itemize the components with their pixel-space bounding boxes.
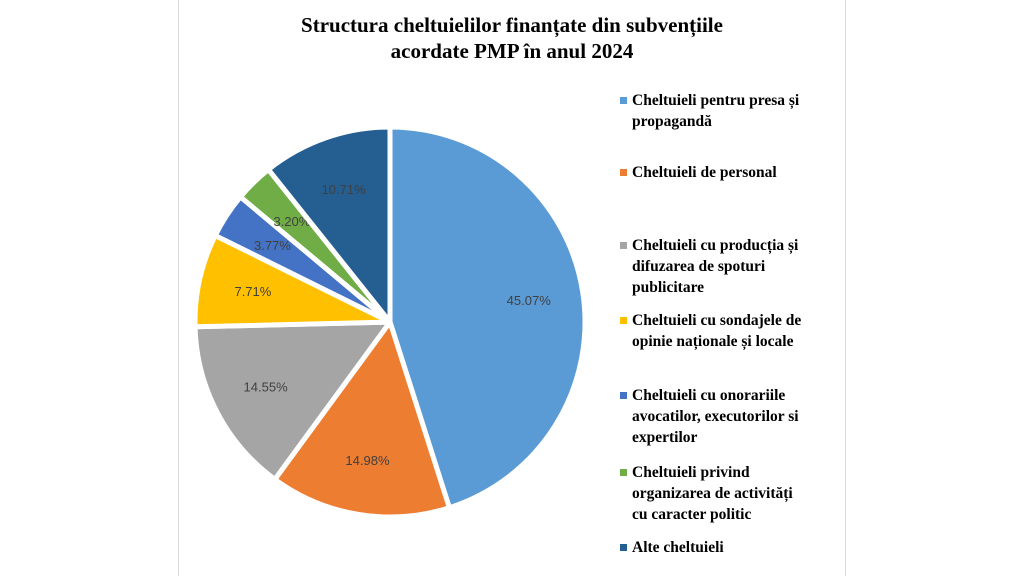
legend-label: Alte cheltuieli bbox=[632, 539, 724, 556]
legend-item-cheltuieli-cu-onorariile-avocatilor-executorilor-si-expertilor: Cheltuieli cu onorariile avocatilor, exec… bbox=[620, 385, 842, 448]
legend-swatch bbox=[620, 392, 627, 399]
legend-item-cheltuieli-cu-productia-si-difuzarea-de-spoturi-publicitare: Cheltuieli cu producția și difuzarea de s… bbox=[620, 235, 842, 298]
pie-slice-cheltuieli-de-personal bbox=[272, 319, 452, 520]
legend-label: Cheltuieli privind organizarea de activit… bbox=[632, 464, 793, 523]
legend-item-cheltuieli-privind-organizarea-de-activitati-cu-caracter-politic: Cheltuieli privind organizarea de activit… bbox=[620, 462, 842, 525]
legend-item-cheltuieli-de-personal: Cheltuieli de personal bbox=[620, 162, 842, 183]
chart-title-line-2: acordate PMP în anul 2024 bbox=[390, 39, 634, 63]
data-label-alte-cheltuieli: 10.71% bbox=[322, 182, 367, 197]
pie-slice-alte-cheltuieli bbox=[265, 124, 393, 325]
pie-slice-cheltuieli-cu-productia-si-difuzarea-de-spoturi-publicitare bbox=[192, 319, 393, 482]
data-label-cheltuieli-cu-sondajele-de-opinie-nationale-si-locale: 7.71% bbox=[234, 284, 271, 299]
data-label-cheltuieli-cu-productia-si-difuzarea-de-spoturi-publicitare: 14.55% bbox=[244, 380, 289, 395]
legend-item-alte-cheltuieli: Alte cheltuieli bbox=[620, 537, 842, 558]
chart-title-line-1: Structura cheltuielilor finanțate din su… bbox=[301, 13, 723, 37]
pie-chart: 45.07% 14.98% 14.55% 7.71% 3.77% 3.20% 10.71% bbox=[192, 124, 588, 520]
legend-swatch bbox=[620, 169, 627, 176]
legend-swatch bbox=[620, 469, 627, 476]
legend-label: Cheltuieli pentru presa și propagandă bbox=[632, 92, 800, 130]
chart-title: Structura cheltuielilor finanțate din su… bbox=[178, 12, 846, 64]
pie-slice-cheltuieli-pentru-presa-si-propaganda bbox=[387, 124, 588, 511]
legend-swatch bbox=[620, 317, 627, 324]
legend-swatch bbox=[620, 97, 627, 104]
legend-label: Cheltuieli cu producția și difuzarea de s… bbox=[632, 237, 799, 296]
legend-swatch bbox=[620, 544, 627, 551]
legend-label: Cheltuieli cu onorariile avocatilor, exec… bbox=[632, 387, 799, 446]
legend-label: Cheltuieli de personal bbox=[632, 164, 777, 181]
legend-item-cheltuieli-cu-sondajele-de-opinie-nationale-si-locale: Cheltuieli cu sondajele de opinie naționa… bbox=[620, 310, 842, 352]
legend-label: Cheltuieli cu sondajele de opinie naționa… bbox=[632, 312, 802, 350]
legend-swatch bbox=[620, 242, 627, 249]
data-label-cheltuieli-pentru-presa-si-propaganda: 45.07% bbox=[507, 293, 552, 308]
data-label-cheltuieli-privind-organizarea-de-activitati-cu-caracter-politic: 3.20% bbox=[273, 214, 310, 229]
data-label-cheltuieli-cu-onorariile-avocatilor-executorilor-si-expertilor: 3.77% bbox=[254, 238, 291, 253]
data-label-cheltuieli-de-personal: 14.98% bbox=[345, 453, 390, 468]
legend-item-cheltuieli-pentru-presa-si-propaganda: Cheltuieli pentru presa și propagandă bbox=[620, 90, 842, 132]
